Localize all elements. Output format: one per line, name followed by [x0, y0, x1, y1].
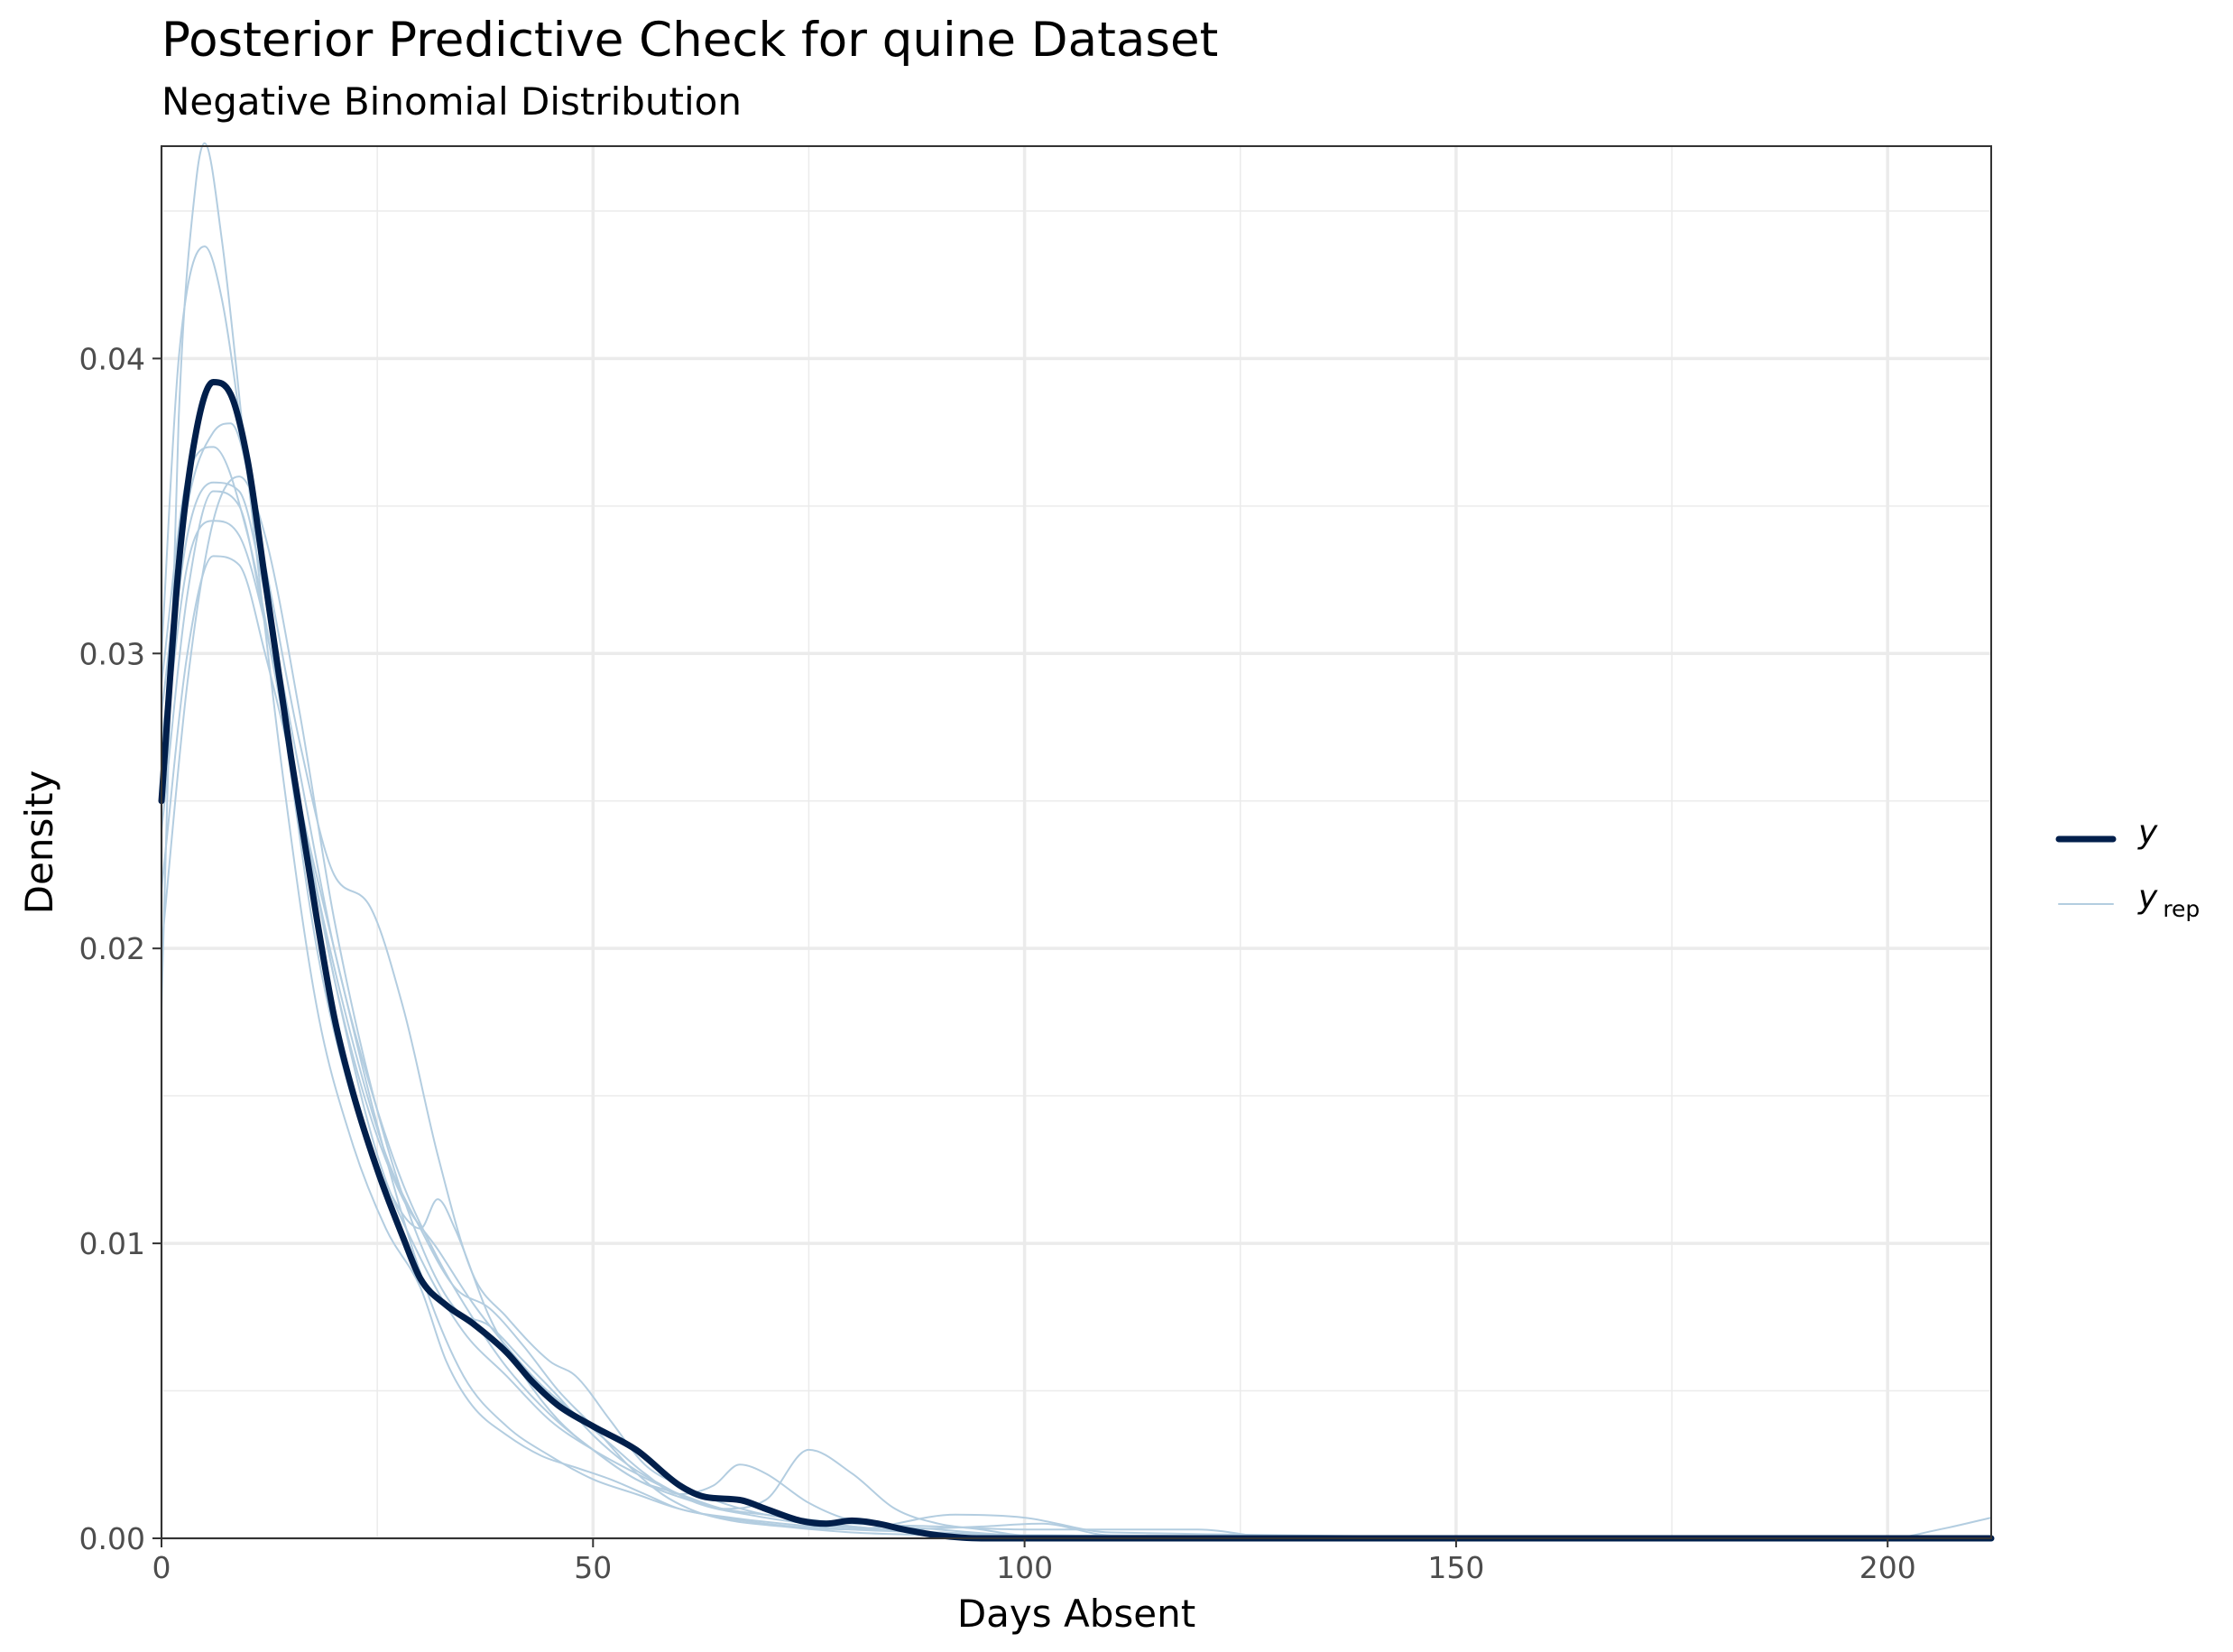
x-tick-label: 100: [996, 1550, 1053, 1585]
axis-ticks: [152, 357, 1889, 1547]
yrep-density-line-8: [161, 475, 1992, 1539]
y-tick-label: 0.04: [79, 341, 145, 376]
yrep-density-line-9: [161, 446, 1992, 1540]
x-tick-label: 0: [152, 1550, 171, 1585]
observed-y-density-line: [158, 379, 1995, 1542]
y-axis-title: Density: [17, 771, 61, 915]
chart-subtitle: Negative Binomial Distribution: [161, 79, 743, 124]
x-tick-label: 50: [574, 1550, 612, 1585]
yrep-density-line-7: [161, 481, 1992, 1540]
chart-title: Posterior Predictive Check for quine Dat…: [161, 13, 1219, 68]
legend-label-yrep: y rep: [2137, 879, 2200, 922]
x-tick-label: 200: [1859, 1550, 1916, 1585]
axis-tick-labels: 0 50 100 150 200 0.00 0.01 0.02 0.03 0.04: [79, 341, 1916, 1585]
y-tick-label: 0.03: [79, 636, 145, 671]
major-gridlines: [160, 146, 1991, 1540]
x-tick-label: 150: [1427, 1550, 1484, 1585]
yrep-density-line-4: [161, 520, 1992, 1539]
yrep-density-line-2: [161, 245, 1992, 1539]
yrep-density-line-6: [161, 490, 1992, 1539]
legend-subscript: rep: [2163, 896, 2200, 922]
legend-label-y: y: [2137, 814, 2158, 851]
yrep-density-line-1: [161, 142, 1992, 1539]
yrep-density-line-3: [161, 422, 1992, 1539]
yrep-series-group: [161, 142, 1992, 1540]
minor-gridlines: [161, 146, 1991, 1538]
y-tick-label: 0.01: [79, 1226, 145, 1261]
x-axis-title: Days Absent: [957, 1592, 1195, 1636]
y-tick-label: 0.00: [79, 1521, 145, 1556]
legend: y y rep: [2055, 814, 2200, 922]
y-tick-label: 0.02: [79, 931, 145, 966]
panel-border: [161, 145, 1992, 1539]
observed-y-series-group: [158, 379, 1995, 1542]
